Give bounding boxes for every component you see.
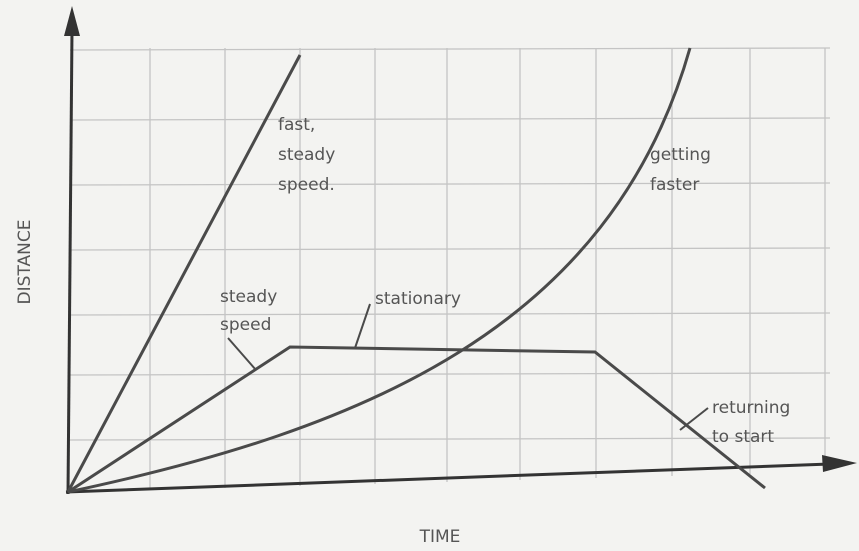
annotation: stationary <box>375 289 461 309</box>
accelerating-curve <box>67 47 692 494</box>
annotation: steady <box>220 287 277 307</box>
y-axis-label: DISTANCE <box>15 220 35 305</box>
grid-line <box>69 117 831 121</box>
fast-steady-line <box>66 54 302 493</box>
grid <box>69 47 831 490</box>
annotation: faster <box>650 175 699 195</box>
leader <box>227 337 257 371</box>
y-axis <box>66 29 74 495</box>
grid-line <box>69 47 831 51</box>
annotation: speed <box>220 315 271 335</box>
annotation: returning <box>712 398 790 418</box>
annotation: getting <box>650 145 711 165</box>
y-axis-arrow <box>64 6 80 36</box>
grid-line <box>69 312 831 316</box>
grid-line <box>69 182 831 186</box>
leader <box>354 303 371 349</box>
x-axis-arrow <box>822 455 857 472</box>
annotation: steady <box>278 145 335 165</box>
steady-stationary-return-line <box>67 345 766 494</box>
grid-line <box>69 372 831 376</box>
x-axis <box>65 462 831 494</box>
annotation: speed. <box>278 175 335 195</box>
leader <box>679 407 709 431</box>
annotation: fast, <box>278 115 315 135</box>
x-axis-label: TIME <box>419 527 461 547</box>
annotation: to start <box>712 427 774 447</box>
